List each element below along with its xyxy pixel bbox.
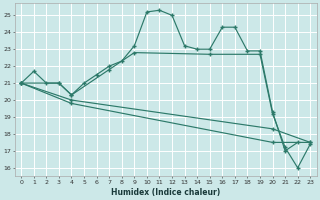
X-axis label: Humidex (Indice chaleur): Humidex (Indice chaleur) (111, 188, 220, 197)
